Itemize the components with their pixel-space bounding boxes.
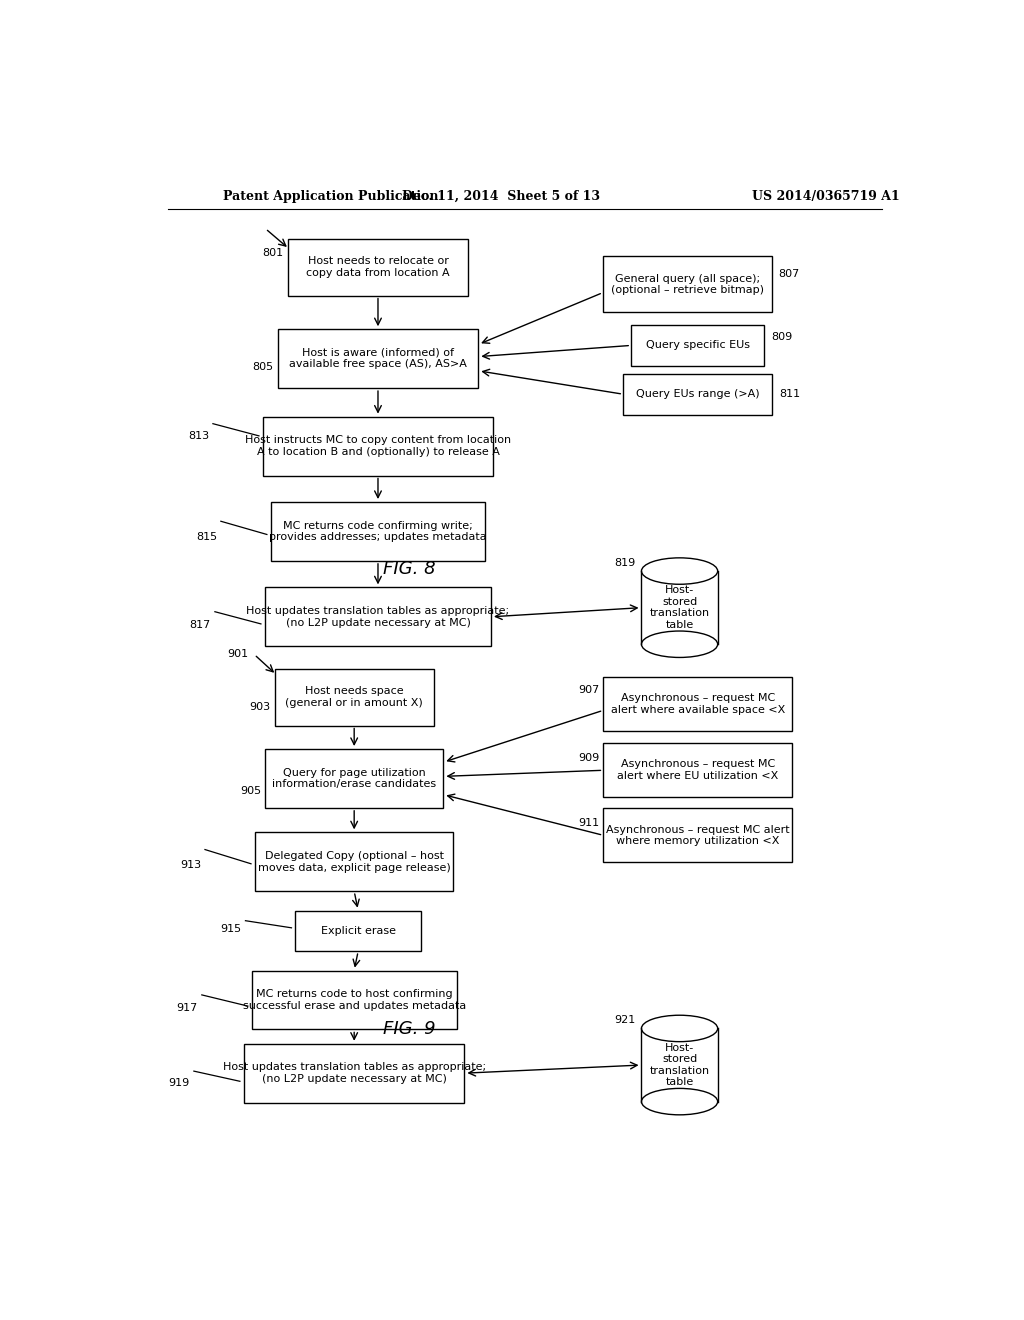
Text: FIG. 9: FIG. 9 (383, 1020, 436, 1039)
Text: General query (all space);
(optional – retrieve bitmap): General query (all space); (optional – r… (611, 273, 764, 296)
Text: 801: 801 (262, 248, 284, 257)
FancyBboxPatch shape (624, 374, 772, 414)
FancyBboxPatch shape (603, 256, 772, 313)
Text: Asynchronous – request MC alert
where memory utilization <X: Asynchronous – request MC alert where me… (606, 825, 790, 846)
Text: 809: 809 (771, 333, 793, 342)
Ellipse shape (641, 1015, 718, 1041)
Text: Host-
stored
translation
table: Host- stored translation table (649, 1043, 710, 1088)
FancyBboxPatch shape (255, 833, 454, 891)
FancyBboxPatch shape (265, 748, 443, 808)
Text: 805: 805 (253, 362, 273, 372)
FancyBboxPatch shape (288, 239, 468, 296)
Text: Host updates translation tables as appropriate;
(no L2P update necessary at MC): Host updates translation tables as appro… (247, 606, 510, 627)
FancyBboxPatch shape (603, 677, 793, 731)
FancyBboxPatch shape (274, 669, 433, 726)
Text: Query for page utilization
information/erase candidates: Query for page utilization information/e… (272, 768, 436, 789)
Text: 907: 907 (579, 685, 599, 694)
FancyBboxPatch shape (296, 911, 421, 952)
Text: US 2014/0365719 A1: US 2014/0365719 A1 (753, 190, 900, 202)
Text: Delegated Copy (optional – host
moves data, explicit page release): Delegated Copy (optional – host moves da… (258, 851, 451, 873)
Text: 901: 901 (227, 649, 249, 660)
FancyBboxPatch shape (244, 1044, 465, 1102)
Text: Host needs to relocate or
copy data from location A: Host needs to relocate or copy data from… (306, 256, 450, 279)
FancyBboxPatch shape (263, 417, 494, 475)
Text: FIG. 8: FIG. 8 (383, 560, 436, 578)
Text: MC returns code confirming write;
provides addresses; updates metadata: MC returns code confirming write; provid… (269, 520, 486, 543)
FancyBboxPatch shape (631, 325, 765, 366)
Text: Query specific EUs: Query specific EUs (646, 341, 750, 350)
Text: Explicit erase: Explicit erase (321, 925, 395, 936)
Text: 913: 913 (180, 859, 201, 870)
Text: MC returns code to host confirming
successful erase and updates metadata: MC returns code to host confirming succe… (243, 989, 466, 1011)
Text: 815: 815 (196, 532, 217, 541)
Text: Host instructs MC to copy content from location
A to location B and (optionally): Host instructs MC to copy content from l… (245, 436, 511, 457)
Text: Asynchronous – request MC
alert where EU utilization <X: Asynchronous – request MC alert where EU… (617, 759, 778, 781)
FancyBboxPatch shape (641, 1028, 718, 1102)
Text: 905: 905 (240, 785, 261, 796)
Text: 915: 915 (220, 924, 242, 933)
Ellipse shape (641, 631, 718, 657)
Text: 909: 909 (579, 754, 599, 763)
Ellipse shape (641, 1089, 718, 1115)
Text: 817: 817 (189, 620, 211, 630)
Text: 911: 911 (579, 818, 599, 828)
Text: Patent Application Publication: Patent Application Publication (223, 190, 438, 202)
Text: 807: 807 (778, 269, 800, 280)
Text: Dec. 11, 2014  Sheet 5 of 13: Dec. 11, 2014 Sheet 5 of 13 (402, 190, 600, 202)
FancyBboxPatch shape (641, 572, 718, 644)
Text: 921: 921 (613, 1015, 635, 1026)
Text: Host is aware (informed) of
available free space (AS), AS>A: Host is aware (informed) of available fr… (289, 348, 467, 370)
FancyBboxPatch shape (270, 502, 485, 561)
Text: Host-
stored
translation
table: Host- stored translation table (649, 585, 710, 630)
Text: 917: 917 (176, 1003, 198, 1014)
FancyBboxPatch shape (252, 970, 457, 1030)
Text: Asynchronous – request MC
alert where available space <X: Asynchronous – request MC alert where av… (610, 693, 785, 715)
Text: Query EUs range (>A): Query EUs range (>A) (636, 389, 760, 399)
Ellipse shape (641, 558, 718, 585)
Text: Host needs space
(general or in amount X): Host needs space (general or in amount X… (286, 686, 423, 708)
Text: 819: 819 (613, 558, 635, 568)
FancyBboxPatch shape (265, 587, 492, 647)
Text: 811: 811 (778, 389, 800, 399)
Text: Host updates translation tables as appropriate;
(no L2P update necessary at MC): Host updates translation tables as appro… (222, 1063, 485, 1084)
FancyBboxPatch shape (278, 329, 478, 388)
Text: 903: 903 (250, 702, 270, 713)
FancyBboxPatch shape (603, 808, 793, 862)
Text: 919: 919 (169, 1078, 189, 1088)
FancyBboxPatch shape (603, 743, 793, 797)
Text: 813: 813 (187, 430, 209, 441)
